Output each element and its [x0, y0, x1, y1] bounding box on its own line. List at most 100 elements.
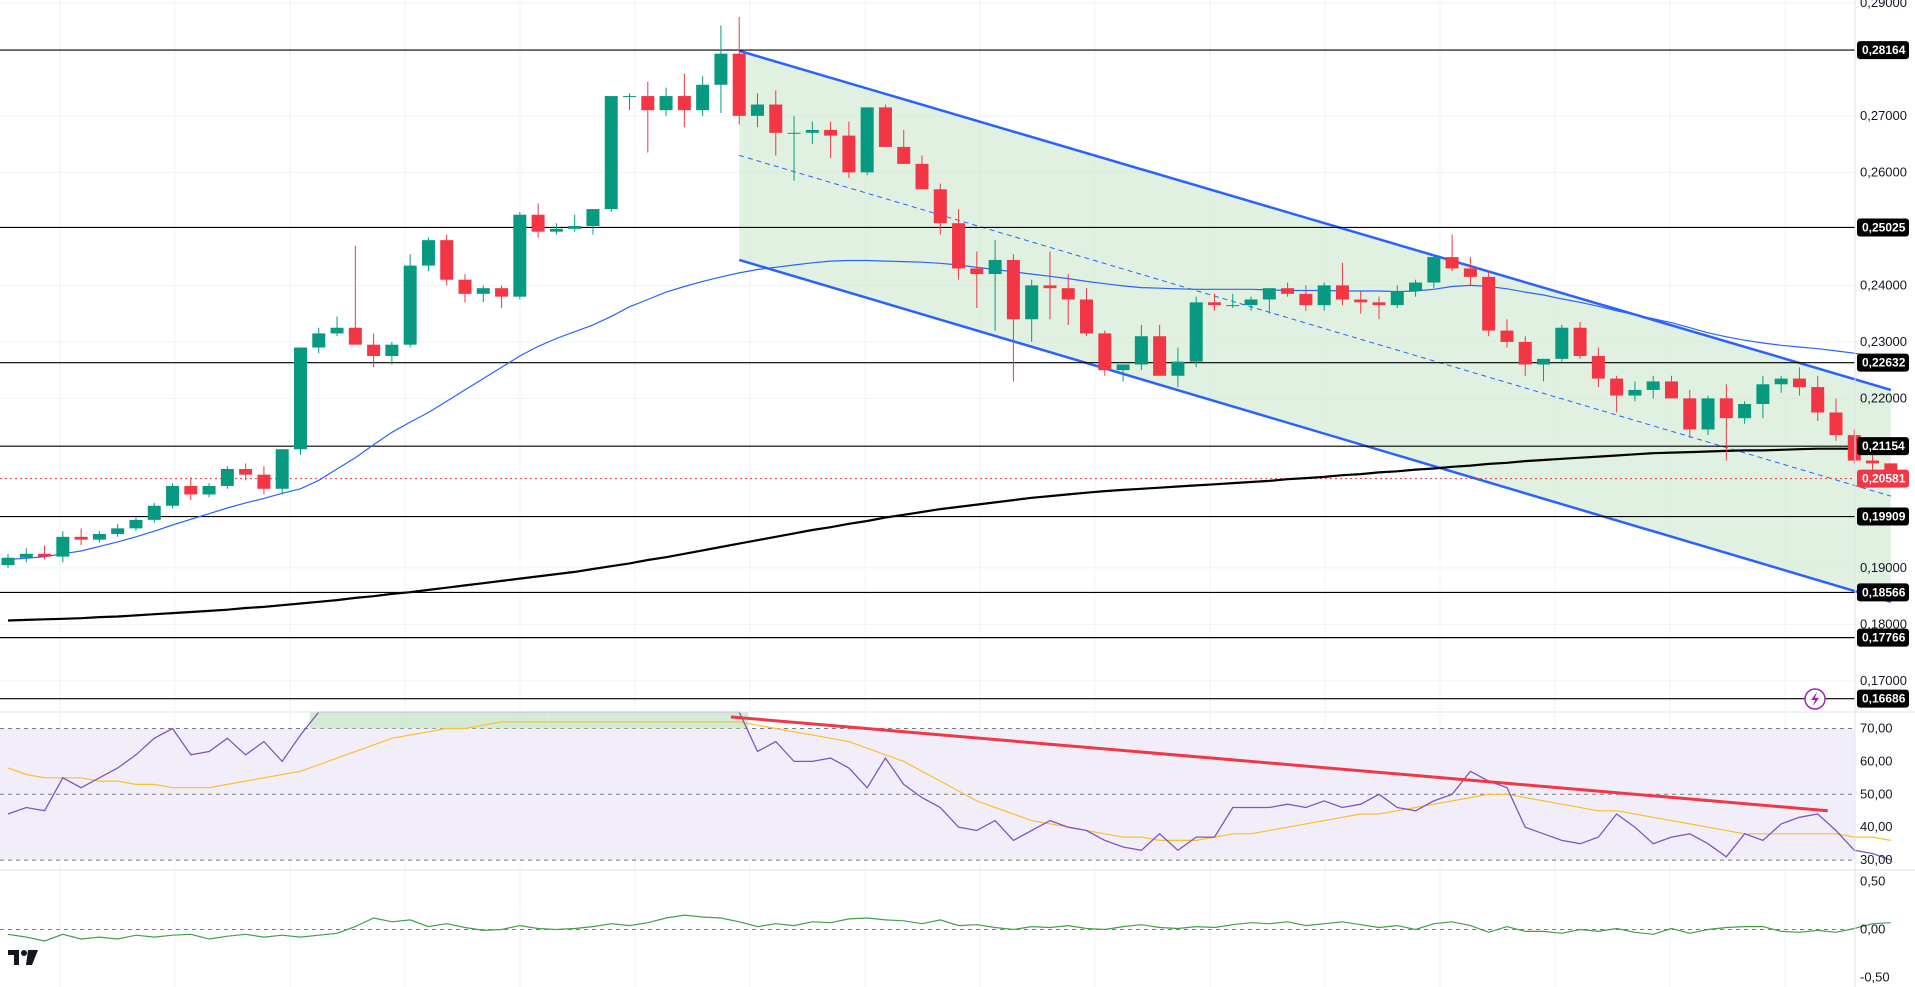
level-price-label: 0,17766	[1862, 631, 1906, 645]
candle-body	[732, 53, 746, 116]
sma-slow-line	[7, 447, 1891, 622]
candle-down	[1683, 389, 1697, 438]
candle-up	[476, 285, 490, 303]
channel-fill	[739, 50, 1891, 602]
candle-body	[1080, 299, 1094, 334]
candle-down	[1080, 288, 1094, 337]
channel-mid-line	[739, 154, 1891, 497]
candle-up	[129, 517, 143, 532]
candle-down	[1482, 271, 1496, 337]
current-price-label: 0,20581	[1862, 472, 1906, 486]
candle-body	[1628, 389, 1642, 396]
level-price-tag	[1857, 507, 1909, 526]
candle-down	[769, 90, 783, 156]
candle-down	[1006, 254, 1020, 382]
horizontal-levels	[0, 49, 1855, 700]
candle-up	[1774, 375, 1788, 393]
logo-mark-left	[8, 950, 19, 965]
candle-body	[1098, 333, 1112, 371]
candle-body	[1719, 398, 1733, 419]
candle-up	[385, 341, 399, 365]
candle-up	[860, 107, 874, 176]
candle-up	[1409, 279, 1423, 297]
candle-body	[1134, 336, 1148, 365]
level-price-label: 0,19909	[1862, 510, 1906, 524]
candle-body	[1866, 460, 1880, 464]
candle-body	[1025, 285, 1039, 320]
candle-up	[421, 237, 435, 272]
candle-body	[239, 469, 253, 475]
candle-down	[824, 121, 838, 159]
candle-up	[787, 115, 801, 181]
candle-body	[897, 146, 911, 164]
candle-up	[1025, 279, 1039, 342]
candle-down	[1811, 375, 1825, 421]
candle-up	[1317, 282, 1331, 311]
candle-up	[1262, 288, 1276, 314]
candle-down	[1610, 375, 1624, 413]
price-axis[interactable]: 0,29000 0,27000 0,26000 0,24000 0,23000 0,220…	[1857, 0, 1909, 984]
level-price-label: 0,22632	[1862, 356, 1906, 370]
rsi-tick-label: 60,00	[1860, 753, 1893, 768]
candle-body	[1061, 288, 1075, 300]
candle-down	[1719, 384, 1733, 461]
rsi-overbought-fill	[437, 712, 456, 729]
candle-body	[166, 485, 180, 506]
level-price-tag	[1857, 628, 1909, 647]
candle-up	[1, 553, 15, 568]
rsi-tick-label: 70,00	[1860, 720, 1893, 735]
candle-down	[348, 245, 362, 345]
candle-down	[257, 466, 271, 495]
candle-body	[1811, 387, 1825, 413]
candle-up	[1226, 293, 1240, 308]
level-price-tag	[1857, 353, 1909, 372]
rsi-overbought-fill	[455, 712, 475, 729]
candle-body	[1409, 282, 1423, 292]
candle-body	[275, 449, 289, 489]
candle-up	[147, 502, 161, 523]
current-price-tag	[1857, 469, 1909, 488]
candle-body	[1207, 302, 1221, 306]
price-tick-label: 0,19000	[1860, 560, 1907, 575]
price-tick-label: 0,18000	[1860, 616, 1907, 631]
candle-body	[568, 226, 582, 229]
candle-up	[1116, 364, 1130, 382]
candle-body	[403, 265, 417, 345]
alert-lightning-icon[interactable]	[1804, 688, 1826, 710]
candle-body	[769, 104, 783, 133]
candle-down	[1061, 274, 1075, 325]
candle-up	[330, 316, 344, 337]
rsi-tick-label: 40,00	[1860, 819, 1893, 834]
candle-body	[549, 228, 563, 232]
candle-body	[56, 536, 70, 557]
candle-down	[458, 274, 472, 303]
price-tick-label: 0,27000	[1860, 108, 1907, 123]
candle-body	[696, 84, 710, 111]
regression-channel	[738, 49, 1892, 604]
rsi-pane	[0, 711, 1892, 861]
candle-body	[220, 469, 234, 486]
candle-down	[641, 81, 655, 153]
tradingview-logo-icon[interactable]	[8, 950, 38, 965]
candle-body	[1262, 288, 1276, 300]
candle-down	[1463, 257, 1477, 286]
candle-up	[1646, 375, 1660, 399]
candle-body	[1281, 288, 1295, 294]
candle-body	[202, 485, 216, 495]
candle-body	[421, 240, 435, 266]
candle-down	[1829, 398, 1843, 441]
candle-body	[476, 288, 490, 294]
moving-averages	[7, 259, 1891, 622]
candle-body	[312, 333, 326, 348]
oscillator-line	[7, 914, 1891, 942]
candle-body	[19, 553, 33, 558]
candlesticks	[1, 16, 1898, 568]
candle-body	[1171, 361, 1185, 376]
candle-body	[74, 536, 88, 540]
rsi-ma-line	[7, 721, 1891, 841]
candle-down	[1372, 296, 1386, 320]
candle-body	[988, 259, 1002, 275]
candle-body	[513, 214, 527, 297]
